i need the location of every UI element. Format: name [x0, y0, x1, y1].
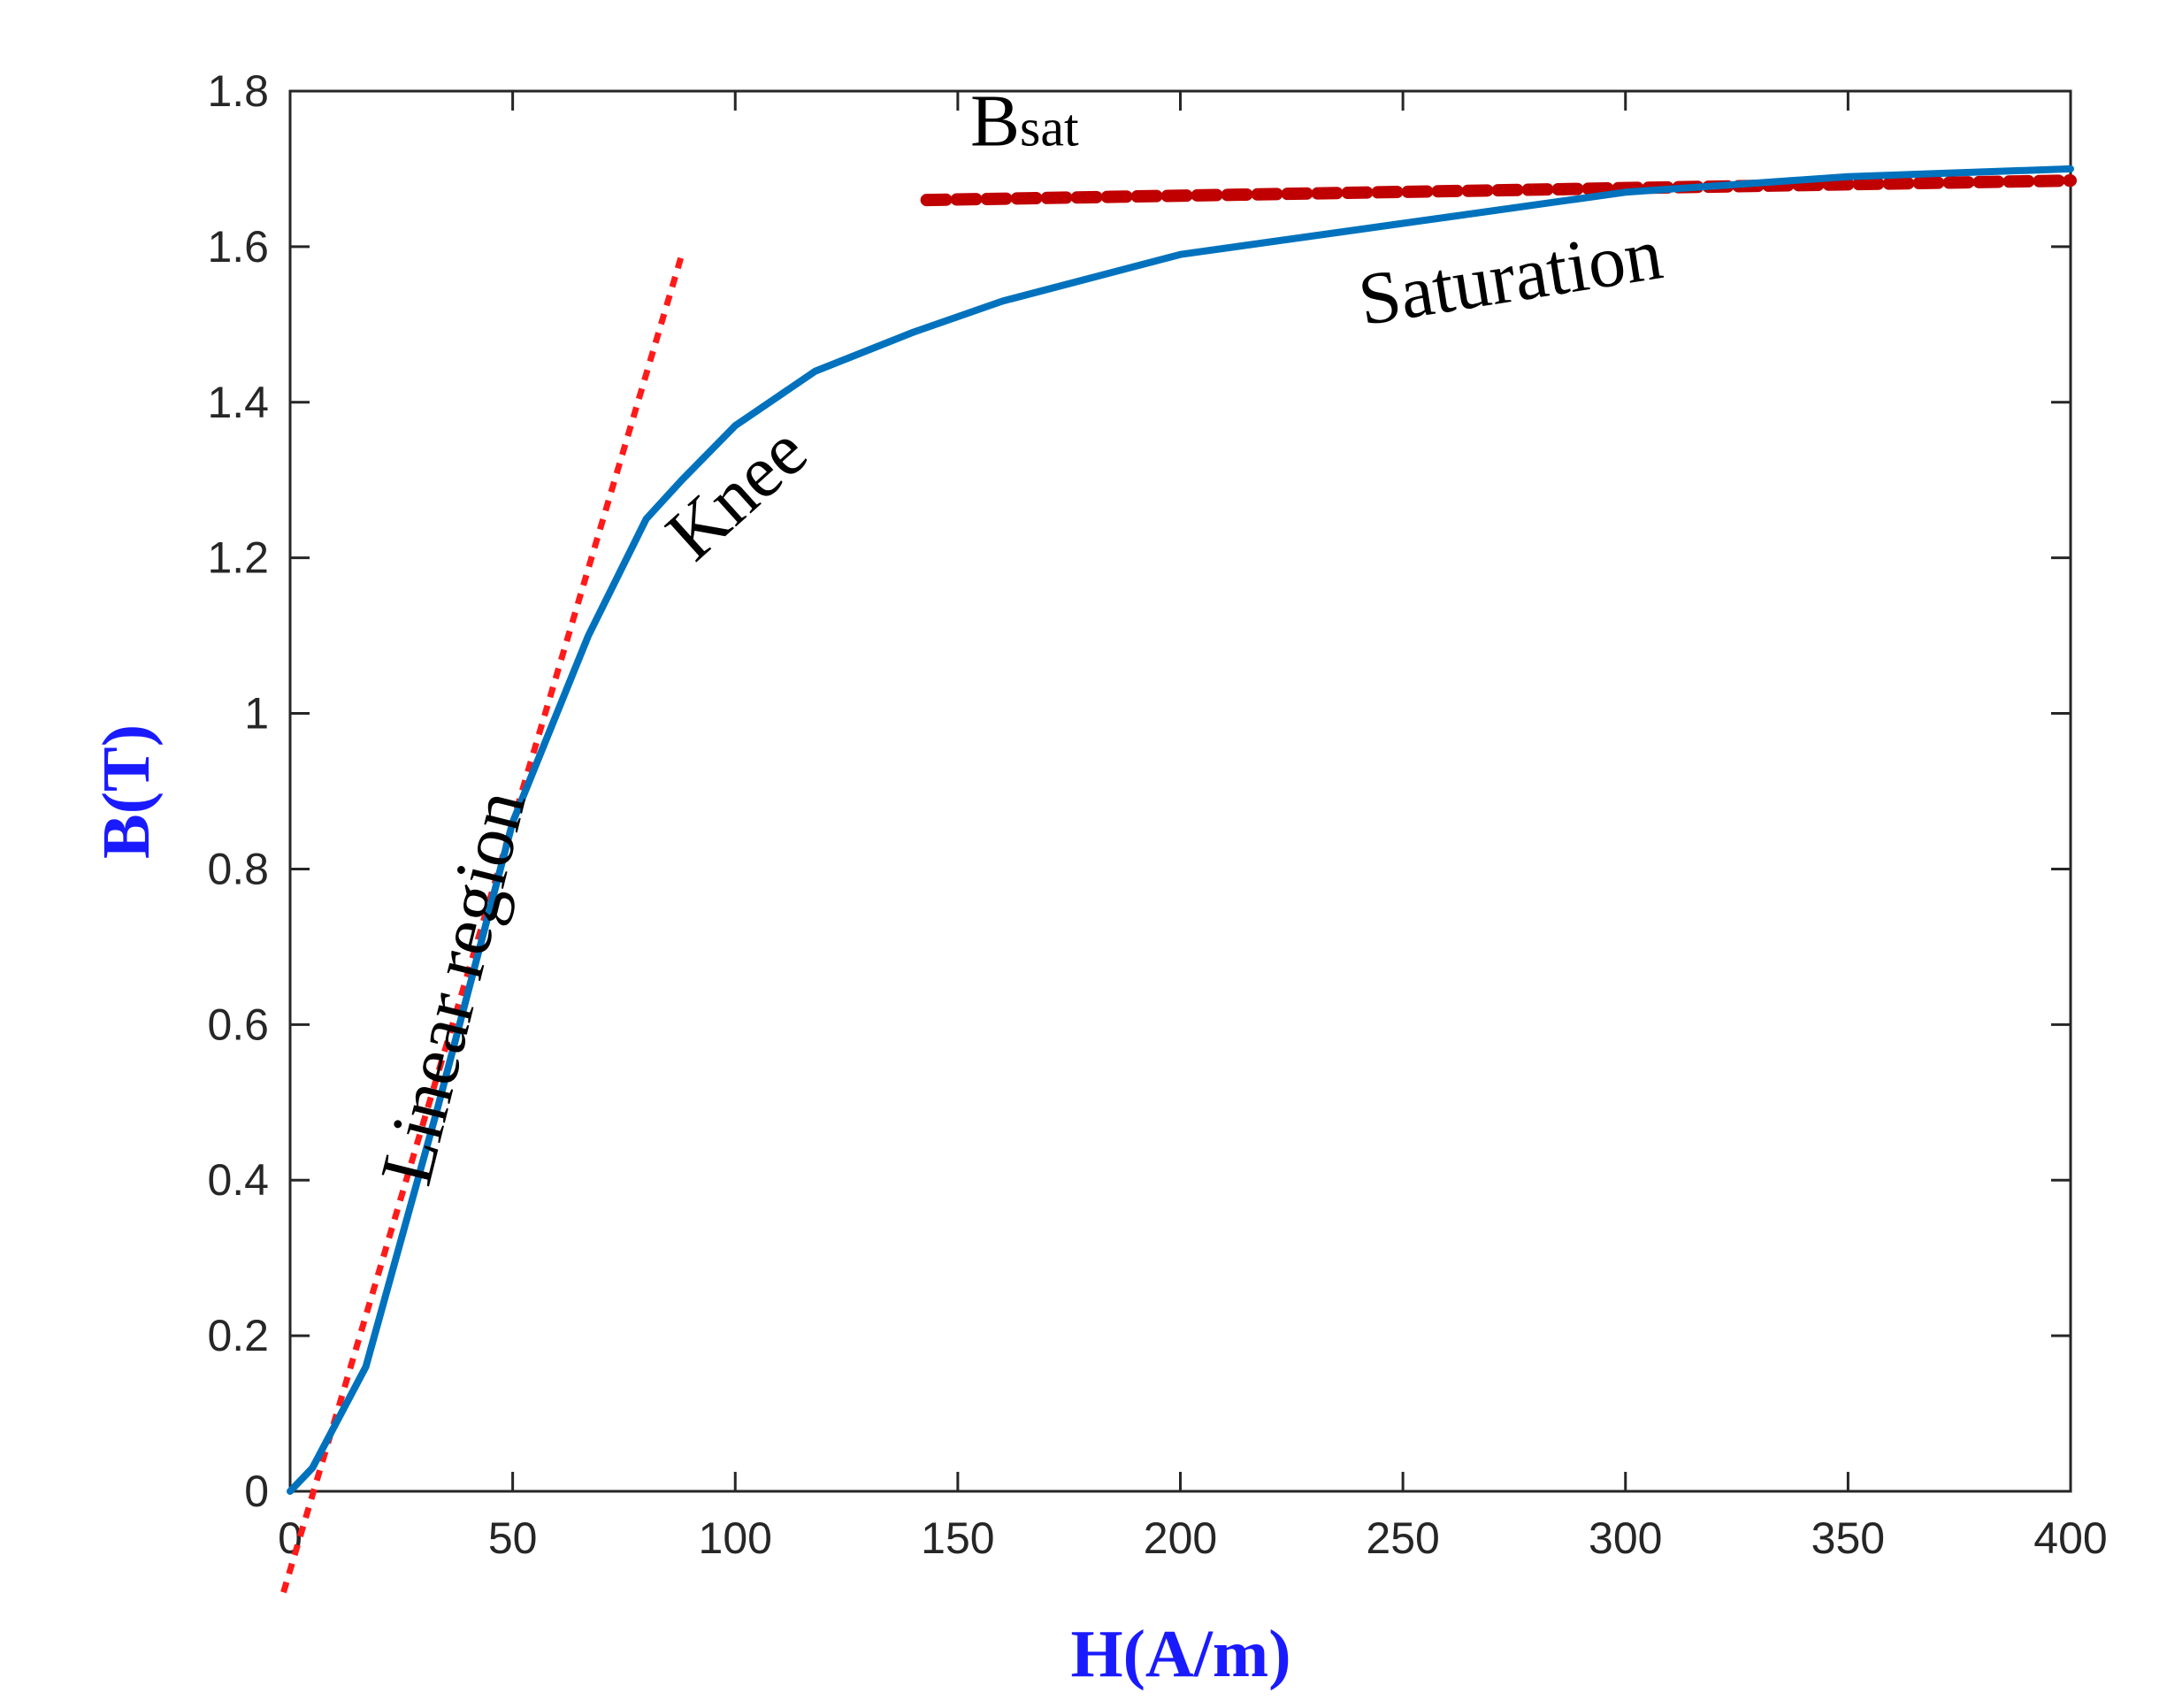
y-tick-label: 1.2 — [207, 533, 269, 583]
y-tick-label: 1.8 — [207, 66, 269, 116]
x-tick-label: 400 — [2033, 1513, 2107, 1563]
annotation-text: B — [970, 80, 1020, 163]
annotation-subscript: sat — [1020, 99, 1079, 157]
annotations: Linear region Knee Saturation Bsat — [365, 80, 1668, 1193]
x-tick-label: 250 — [1366, 1513, 1439, 1563]
x-tick-label: 100 — [699, 1513, 772, 1563]
y-tick-label: 0.6 — [207, 1000, 269, 1049]
plot-area-frame — [288, 89, 2072, 1493]
y-tick-label: 1 — [244, 689, 269, 739]
y-tick-label: 1.6 — [207, 222, 269, 272]
x-tick-label: 0 — [278, 1513, 302, 1563]
y-tick-label: 0 — [244, 1467, 269, 1516]
y-tick-label: 0.2 — [207, 1311, 269, 1360]
data-series — [280, 165, 2077, 1594]
annotation-knee: Knee — [651, 410, 823, 577]
annotation-text: Linear region — [365, 783, 542, 1193]
x-tick-label: 150 — [921, 1513, 994, 1563]
x-tick-label: 200 — [1144, 1513, 1217, 1563]
y-tick-label: 0.8 — [207, 844, 269, 893]
x-tick-label: 350 — [1811, 1513, 1885, 1563]
annotation-b: Bsat — [970, 80, 1079, 163]
axis-ticks: 0 50 100 150 200 250 300 350 400 0 0.2 0.4 0.6 0.8 1 1.… — [207, 66, 2107, 1563]
annotation-saturation: Saturation — [1353, 212, 1668, 341]
y-tick-label: 0.4 — [207, 1155, 269, 1205]
annotation-text: Knee — [651, 410, 823, 577]
bsat-asymptote-line — [920, 174, 2077, 207]
annotation-linear-region: Linear region — [365, 783, 542, 1193]
annotation-text: Saturation — [1353, 212, 1668, 341]
bh-curve-line — [287, 165, 2074, 1495]
y-tick-label: 1.4 — [207, 378, 269, 427]
x-axis-label: H(A/m) — [1070, 1617, 1290, 1691]
y-axis-label: B(T) — [89, 724, 164, 859]
x-tick-label: 300 — [1589, 1513, 1662, 1563]
x-tick-label: 50 — [488, 1513, 538, 1563]
